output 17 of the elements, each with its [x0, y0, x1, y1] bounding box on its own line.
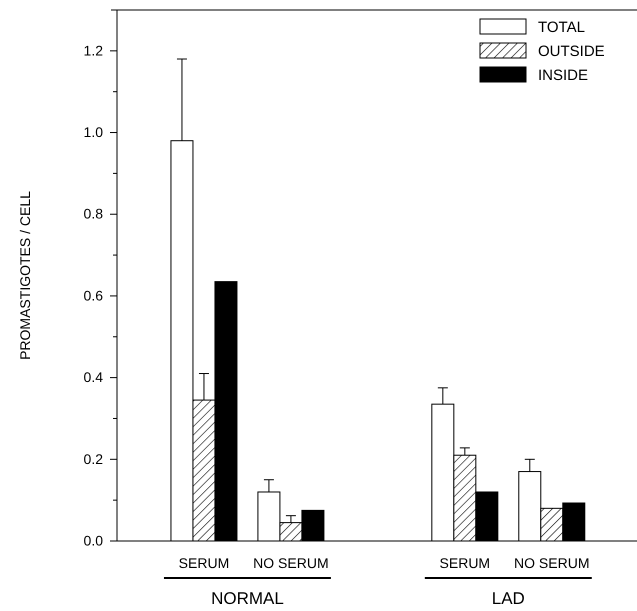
- text: LAD: [492, 589, 525, 608]
- y-axis-title: PROMASTIGOTES / CELL: [17, 190, 33, 360]
- x-tick-label: SERUM: [178, 555, 230, 571]
- x-tick-label: SERUM: [440, 555, 490, 571]
- text: NORMAL: [211, 589, 284, 608]
- x-tick-label: NO SERUM: [514, 555, 590, 571]
- y-tick-label: 0.8: [84, 206, 104, 222]
- legend-label: OUTSIDE: [538, 43, 605, 60]
- y-tick-label: 1.2: [84, 42, 104, 58]
- x-tick-label: NO SERUM: [253, 555, 329, 571]
- legend-label: TOTAL: [538, 19, 585, 36]
- y-tick-label: 0.0: [84, 532, 104, 548]
- y-tick-label: 0.6: [84, 287, 104, 304]
- y-tick-label: 1.0: [84, 124, 104, 140]
- legend-label: INSIDE: [538, 67, 588, 84]
- y-tick-label: 0.4: [84, 369, 104, 386]
- y-tick-label: 0.2: [84, 450, 104, 467]
